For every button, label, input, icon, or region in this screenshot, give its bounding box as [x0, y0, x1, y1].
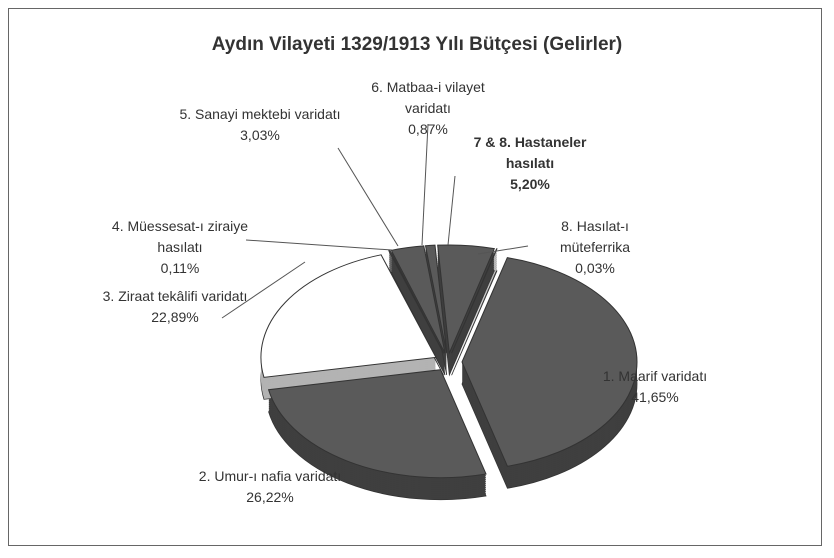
slice-side: [451, 268, 497, 374]
category-label: 6. Matbaa-i vilayet varidatı: [371, 79, 485, 116]
slice-side: [451, 252, 497, 358]
slice-side: [451, 254, 497, 360]
value-label: 0,03%: [575, 260, 615, 276]
leader-line: [447, 175, 456, 246]
slice-side: [451, 262, 497, 368]
slice-label: 4. Müessesat-ı ziraiye hasılatı 0,11%: [95, 216, 265, 279]
slice-side: [451, 258, 497, 364]
slice-label: 2. Umur-ı nafia varidatı 26,22%: [180, 466, 360, 508]
slice-side: [451, 270, 498, 376]
value-label: 5,20%: [510, 176, 550, 192]
value-label: 26,22%: [246, 489, 294, 505]
slice-label: 3. Ziraat tekâlifi varidatı 22,89%: [85, 286, 265, 328]
leader-line: [337, 147, 399, 247]
slice-side: [451, 256, 497, 362]
category-label: 3. Ziraat tekâlifi varidatı: [102, 288, 248, 304]
slice-side: [451, 266, 497, 372]
leader-line: [477, 245, 529, 255]
slice-side: [425, 251, 447, 359]
slice-side: [451, 260, 497, 366]
value-label: 0,87%: [408, 121, 448, 137]
value-label: 22,89%: [151, 309, 199, 325]
category-label: 8. Hasılat-ı müteferrika: [559, 218, 631, 255]
category-label: 5. Sanayi mektebi varidatı: [179, 106, 341, 122]
chart-title: Aydın Vilayeti 1329/1913 Yılı Bütçesi (G…: [211, 34, 623, 55]
slice-label: 5. Sanayi mektebi varidatı 3,03%: [170, 104, 350, 146]
leader-line: [221, 261, 306, 319]
slice-label: 8. Hasılat-ı müteferrika 0,03%: [525, 216, 665, 279]
slice-side: [451, 250, 497, 356]
slice-label: 1. Maarif varidatı 41,65%: [575, 366, 735, 408]
slice: [437, 244, 496, 355]
category-label: 1. Maarif varidatı: [602, 368, 708, 384]
value-label: 3,03%: [240, 127, 280, 143]
slice: [260, 254, 437, 378]
slice-label: 7 & 8. Hastaneler hasılatı 5,20%: [455, 132, 605, 195]
slice-side: [451, 264, 497, 370]
category-label: 4. Müessesat-ı ziraiye hasılatı: [111, 218, 249, 255]
category-label: 2. Umur-ı nafia varidatı: [198, 468, 342, 484]
category-label: 7 & 8. Hastaneler hasılatı: [473, 134, 587, 171]
slice: [424, 244, 448, 354]
slice: [451, 248, 498, 354]
value-label: 0,11%: [160, 260, 200, 276]
slice: [461, 257, 638, 467]
slice-side: [425, 249, 447, 357]
slice-label: 6. Matbaa-i vilayet varidatı 0,87%: [348, 77, 508, 140]
value-label: 41,65%: [631, 389, 679, 405]
leader-line: [421, 123, 429, 246]
chart-frame: [8, 8, 822, 546]
slice: [267, 369, 487, 479]
slice: [388, 249, 445, 354]
leader-line: [245, 239, 393, 251]
